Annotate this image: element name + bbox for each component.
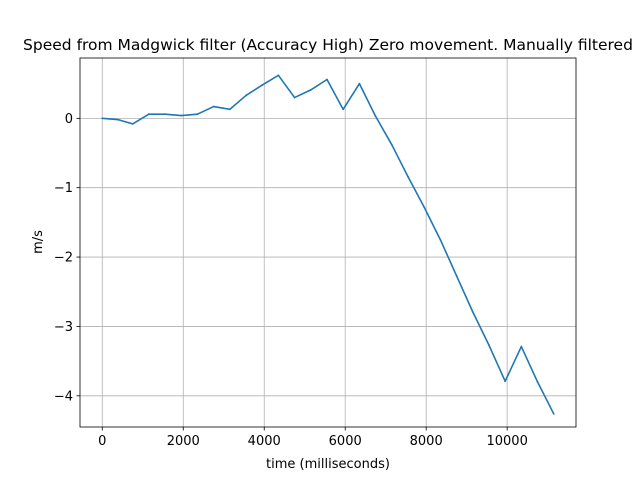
- data-point: [504, 380, 507, 383]
- x-tick-label: 2000: [167, 434, 200, 449]
- data-point: [309, 89, 312, 91]
- data-point: [342, 108, 345, 111]
- y-tick-label: −3: [54, 320, 73, 335]
- data-point: [180, 114, 183, 117]
- data-point: [245, 94, 247, 97]
- x-tick-label: 4000: [248, 434, 281, 449]
- x-tick-label: 6000: [329, 434, 362, 449]
- data-point: [390, 143, 393, 146]
- data-point: [228, 108, 231, 111]
- data-point: [117, 118, 120, 121]
- data-point: [407, 175, 409, 178]
- data-point: [358, 82, 361, 85]
- axis-ticks: 0 2000 4000 6000 8000 10000 0 −1 −2 −3 −4: [54, 112, 528, 449]
- x-tick-label: 0: [98, 434, 106, 449]
- x-tick-label: 8000: [410, 434, 443, 449]
- y-tick-label: 0: [65, 112, 73, 127]
- data-point: [471, 310, 474, 313]
- y-tick-label: −1: [54, 181, 73, 196]
- data-point: [196, 113, 199, 116]
- chart-title: Speed from Madgwick filter (Accuracy Hig…: [23, 36, 633, 54]
- data-point: [277, 74, 280, 77]
- y-tick-label: −4: [54, 389, 73, 404]
- data-point: [131, 122, 134, 125]
- data-point: [423, 206, 426, 209]
- data-point: [212, 105, 215, 108]
- data-point: [147, 113, 150, 116]
- data-point: [488, 344, 490, 347]
- data-point: [439, 238, 442, 241]
- y-tick-label: −2: [54, 251, 73, 266]
- plot-frame: [79, 57, 577, 428]
- data-point: [552, 412, 555, 415]
- data-point: [326, 78, 328, 81]
- grid-lines: [80, 58, 576, 427]
- data-point: [164, 113, 166, 116]
- data-point: [261, 84, 264, 86]
- data-point: [455, 274, 458, 277]
- y-axis-label: m/s: [31, 230, 46, 254]
- x-tick-label: 10000: [486, 434, 527, 449]
- x-axis-label: time (milliseconds): [266, 457, 390, 472]
- data-point: [520, 345, 523, 348]
- data-point: [101, 117, 104, 120]
- series-layer: [101, 74, 555, 415]
- data-point: [536, 381, 539, 383]
- data-point: [374, 115, 377, 118]
- data-point: [293, 96, 296, 99]
